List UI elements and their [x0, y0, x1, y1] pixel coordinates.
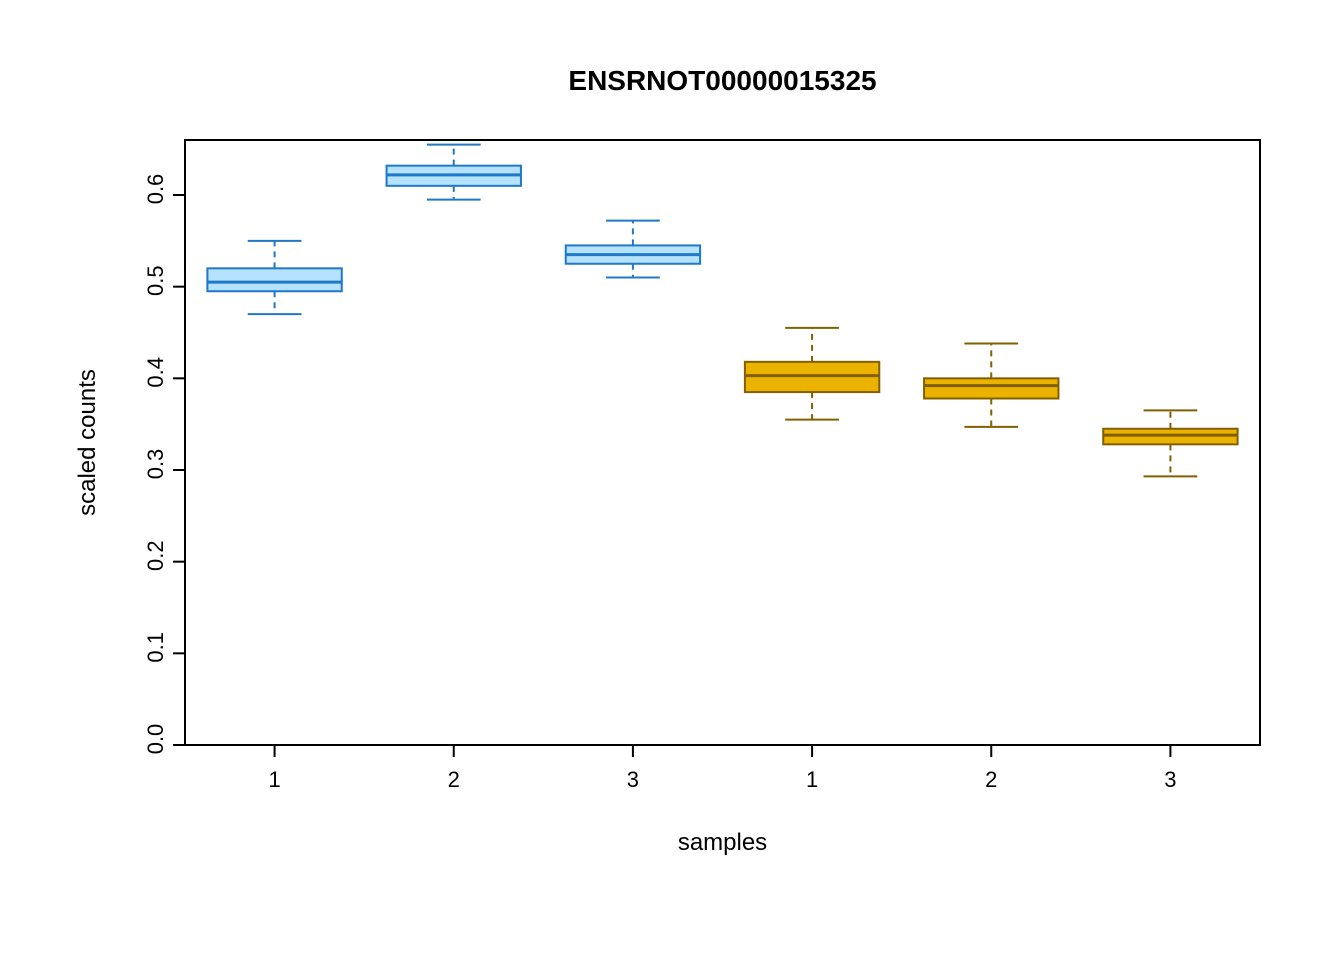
x-tick-label: 2 [985, 767, 997, 792]
box-rect [207, 268, 341, 291]
boxplot-chart: ENSRNOT00000015325 0.0 0.1 0.2 0.3 0.4 0.5 0.6 1… [0, 0, 1344, 960]
box [207, 241, 341, 314]
y-tick-label: 0.0 [143, 724, 168, 755]
box [924, 344, 1058, 427]
x-tick-label: 1 [268, 767, 280, 792]
x-tick-label: 2 [448, 767, 460, 792]
x-tick-label: 3 [1164, 767, 1176, 792]
box [1103, 410, 1237, 476]
y-tick-label: 0.1 [143, 632, 168, 663]
box [387, 145, 521, 200]
y-tick-label: 0.5 [143, 265, 168, 296]
y-tick-label: 0.4 [143, 357, 168, 388]
y-axis-label: scaled counts [74, 369, 101, 516]
box [566, 221, 700, 278]
y-tick-label: 0.2 [143, 540, 168, 571]
box [745, 328, 879, 420]
x-tick-label: 1 [806, 767, 818, 792]
chart-title: ENSRNOT00000015325 [568, 65, 876, 96]
plot-border [185, 140, 1260, 745]
y-tick-label: 0.6 [143, 174, 168, 205]
box-rect [924, 378, 1058, 398]
x-axis-label: samples [678, 829, 767, 856]
chart-svg: ENSRNOT00000015325 0.0 0.1 0.2 0.3 0.4 0.5 0.6 1… [0, 0, 1344, 960]
y-tick-label: 0.3 [143, 449, 168, 480]
x-tick-label: 3 [627, 767, 639, 792]
